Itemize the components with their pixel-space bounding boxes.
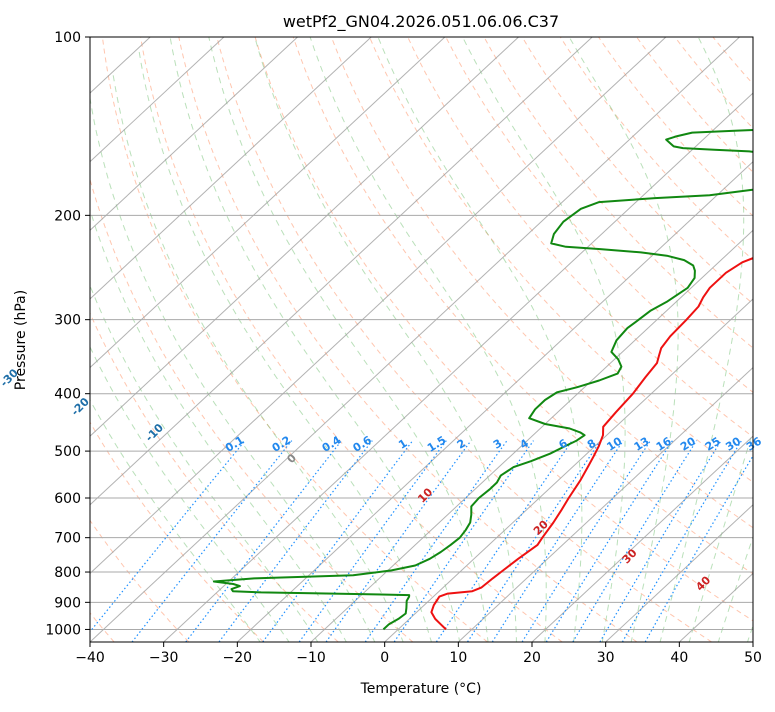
x-tick-label: −30 xyxy=(149,650,179,666)
x-tick-label: 50 xyxy=(744,650,762,666)
x-tick-label: −40 xyxy=(75,650,105,666)
y-axis-label: Pressure (hPa) xyxy=(13,290,29,390)
y-tick-label: 300 xyxy=(54,313,81,329)
y-tick-label: 500 xyxy=(54,444,81,460)
y-tick-label: 700 xyxy=(54,531,81,547)
chart-title: wetPf2_GN04.2026.051.06.06.C37 xyxy=(283,12,559,32)
x-tick-label: 10 xyxy=(449,650,467,666)
x-tick-label: −10 xyxy=(296,650,326,666)
x-tick-label: 0 xyxy=(380,650,389,666)
x-tick-label: 40 xyxy=(670,650,688,666)
y-tick-label: 800 xyxy=(54,565,81,581)
y-tick-label: 900 xyxy=(54,595,81,611)
x-axis-label: Temperature (°C) xyxy=(360,681,482,697)
x-tick-label: 30 xyxy=(597,650,615,666)
y-tick-label: 1000 xyxy=(45,622,81,638)
y-tick-label: 600 xyxy=(54,491,81,507)
x-tick-label: −20 xyxy=(223,650,253,666)
y-tick-label: 400 xyxy=(54,387,81,403)
y-tick-label: 100 xyxy=(54,30,81,46)
y-tick-label: 200 xyxy=(54,208,81,224)
x-tick-label: 20 xyxy=(523,650,541,666)
